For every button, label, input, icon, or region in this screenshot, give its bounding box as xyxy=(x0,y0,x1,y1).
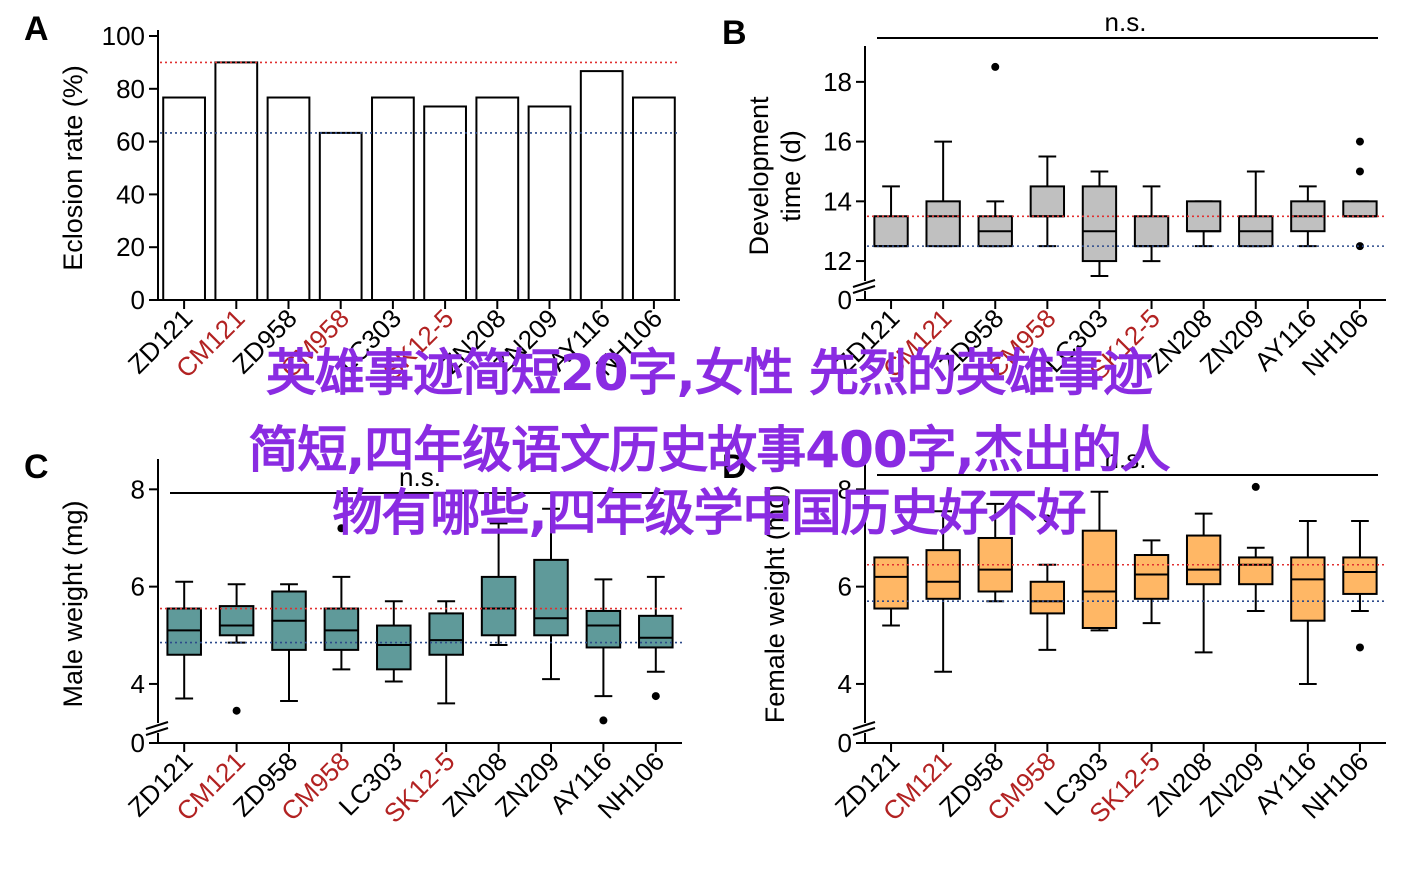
bar-nh106 xyxy=(632,96,676,302)
y-tick-label: 8 xyxy=(131,474,145,504)
y-tick-label: 6 xyxy=(838,572,852,602)
box-ay116 xyxy=(585,609,622,649)
box-lc303 xyxy=(1081,529,1118,629)
box-nh106 xyxy=(1342,200,1378,218)
bar-zn208 xyxy=(475,96,520,302)
box-cm121 xyxy=(925,200,961,248)
outlier-point xyxy=(1355,242,1364,251)
box-zd121 xyxy=(873,215,909,248)
y-tick-label: 40 xyxy=(116,179,145,209)
box-zn209 xyxy=(533,558,569,637)
outlier-point xyxy=(991,62,1000,71)
bar-zn209 xyxy=(527,105,572,301)
outlier-point xyxy=(1251,482,1260,491)
axis-break-mark xyxy=(145,721,169,730)
box-nh106 xyxy=(1342,556,1378,595)
y-tick-label: 8 xyxy=(838,474,852,504)
y-tick-label: 0 xyxy=(838,728,852,758)
y-tick-label: 4 xyxy=(131,669,145,699)
box-zn208 xyxy=(1185,534,1222,586)
y-tick-label: 16 xyxy=(823,127,852,157)
outlier-point xyxy=(1043,514,1052,523)
outlier-point xyxy=(1355,137,1364,146)
y-tick-label: 20 xyxy=(116,232,145,262)
y-axis-label: Male weight (mg) xyxy=(58,500,88,707)
bar-cm958 xyxy=(318,131,363,301)
y-axis-label-line1: Development xyxy=(744,96,774,256)
box-sk12-5 xyxy=(1133,554,1170,600)
panel-letter: A xyxy=(24,10,49,48)
box-zn208 xyxy=(480,575,517,637)
bar-lc303 xyxy=(371,96,415,302)
axis-break-mark xyxy=(852,727,876,736)
box-cm958 xyxy=(323,607,360,651)
axis-break-gap xyxy=(853,723,877,733)
axis-break-mark xyxy=(852,279,876,288)
y-axis-label-line2: time (d) xyxy=(776,130,806,222)
box-zd121 xyxy=(873,556,909,610)
box-zn209 xyxy=(1238,556,1274,586)
box-cm121 xyxy=(218,605,255,637)
panel-letter: D xyxy=(722,448,747,486)
y-tick-label: 0 xyxy=(838,285,852,315)
y-axis-label: Eclosion rate (%) xyxy=(58,65,88,271)
bar-zd958 xyxy=(266,96,311,302)
y-tick-label: 80 xyxy=(116,74,145,104)
panel-letter: B xyxy=(722,14,747,52)
outlier-point xyxy=(232,706,241,715)
panel-letter: C xyxy=(24,448,49,486)
y-tick-label: 4 xyxy=(838,669,852,699)
outlier-point xyxy=(599,716,608,725)
bar-zd121 xyxy=(162,96,206,302)
bar-cm121 xyxy=(214,61,259,302)
box-zd121 xyxy=(166,607,202,656)
y-tick-label: 12 xyxy=(823,246,852,276)
axis-break-mark xyxy=(145,727,169,736)
axis-break-gap xyxy=(146,723,170,733)
axis-break-mark xyxy=(852,285,876,294)
bar-ay116 xyxy=(579,70,624,301)
outlier-point xyxy=(1355,643,1364,652)
y-tick-label: 18 xyxy=(823,67,852,97)
axis-break-mark xyxy=(852,721,876,730)
overlay-banner-line-3: 物有哪些,四年级学中国历史好不好 xyxy=(332,484,1087,542)
significance-label: n.s. xyxy=(1105,444,1147,474)
axis-break-gap xyxy=(853,281,877,291)
y-axis-label: Female weight (mg) xyxy=(760,485,790,724)
bar-sk12-5 xyxy=(423,105,467,301)
box-sk12-5 xyxy=(428,612,464,656)
box-lc303 xyxy=(376,624,412,671)
outlier-point xyxy=(337,524,346,533)
y-tick-label: 60 xyxy=(116,127,145,157)
overlay-banner-line-2: 简短,四年级语文历史故事400字,杰出的人 xyxy=(248,421,1170,479)
box-lc303 xyxy=(1081,185,1118,263)
box-cm121 xyxy=(925,549,961,600)
y-tick-label: 0 xyxy=(131,728,145,758)
box-sk12-5 xyxy=(1133,215,1170,248)
y-tick-label: 6 xyxy=(131,572,145,602)
overlay-banner-line-1: 英雄事迹简短20字,女性 先烈的英雄事迹 xyxy=(266,344,1153,402)
box-cm958 xyxy=(1029,580,1066,615)
y-tick-label: 14 xyxy=(823,186,852,216)
outlier-point xyxy=(1355,167,1364,176)
outlier-point xyxy=(651,692,660,701)
box-cm958 xyxy=(1029,185,1066,218)
box-ay116 xyxy=(1290,556,1326,622)
y-tick-label: 100 xyxy=(102,21,145,51)
significance-label: n.s. xyxy=(399,462,441,492)
significance-label: n.s. xyxy=(1105,7,1147,37)
y-tick-label: 0 xyxy=(131,285,145,315)
